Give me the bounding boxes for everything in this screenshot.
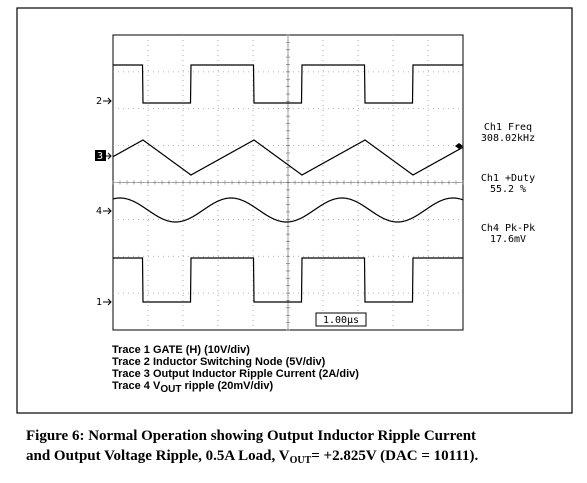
channel-marker: 3 — [97, 151, 103, 162]
measurement-value: 308.02kHz — [481, 133, 535, 144]
legend-line: Trace 2 Inductor Switching Node (5V/div) — [112, 356, 326, 368]
caption-text: and Output Voltage Ripple, 0.5A Load, V — [26, 448, 290, 464]
legend-line: Trace 4 VOUT ripple (20mV/div) — [112, 380, 273, 396]
measurement-value: 17.6mV — [490, 234, 526, 245]
channel-marker: 1 — [96, 297, 102, 308]
channel-marker: 2 — [96, 96, 102, 107]
trigger-marker — [455, 143, 463, 149]
caption-line: and Output Voltage Ripple, 0.5A Load, VO… — [26, 448, 478, 466]
marker-arrows — [103, 97, 112, 306]
measurement-label: Ch4 Pk-Pk — [481, 223, 535, 234]
measurement-label: Ch1 +Duty — [481, 173, 535, 184]
timebase-box — [315, 312, 367, 327]
legend-text: ripple (20mV/div) — [181, 380, 274, 392]
figure-border — [16, 7, 573, 414]
measurement-label: Ch1 Freq — [484, 122, 532, 133]
scope-grid — [112, 34, 464, 331]
timebase: 1.00µs — [323, 315, 359, 326]
legend-text: Trace 4 V — [112, 380, 161, 392]
channel-marker: 4 — [96, 206, 102, 217]
legend-sub: OUT — [160, 384, 182, 395]
marker-box — [95, 150, 106, 161]
trace-4 — [112, 197, 464, 223]
legend-line: Trace 3 Output Inductor Ripple Current (… — [112, 368, 359, 380]
legend-line: Trace 1 GATE (H) (10V/div) — [112, 344, 250, 356]
caption-line: Figure 6: Normal Operation showing Outpu… — [26, 428, 477, 444]
trace-3 — [112, 139, 464, 176]
caption-text: = +2.825V (DAC = 10111). — [311, 448, 479, 464]
trace-1 — [113, 257, 463, 303]
measurement-value: 55.2 % — [490, 184, 526, 195]
caption-sub: OUT — [289, 455, 312, 466]
trace-2 — [113, 64, 463, 104]
traces — [112, 64, 464, 303]
